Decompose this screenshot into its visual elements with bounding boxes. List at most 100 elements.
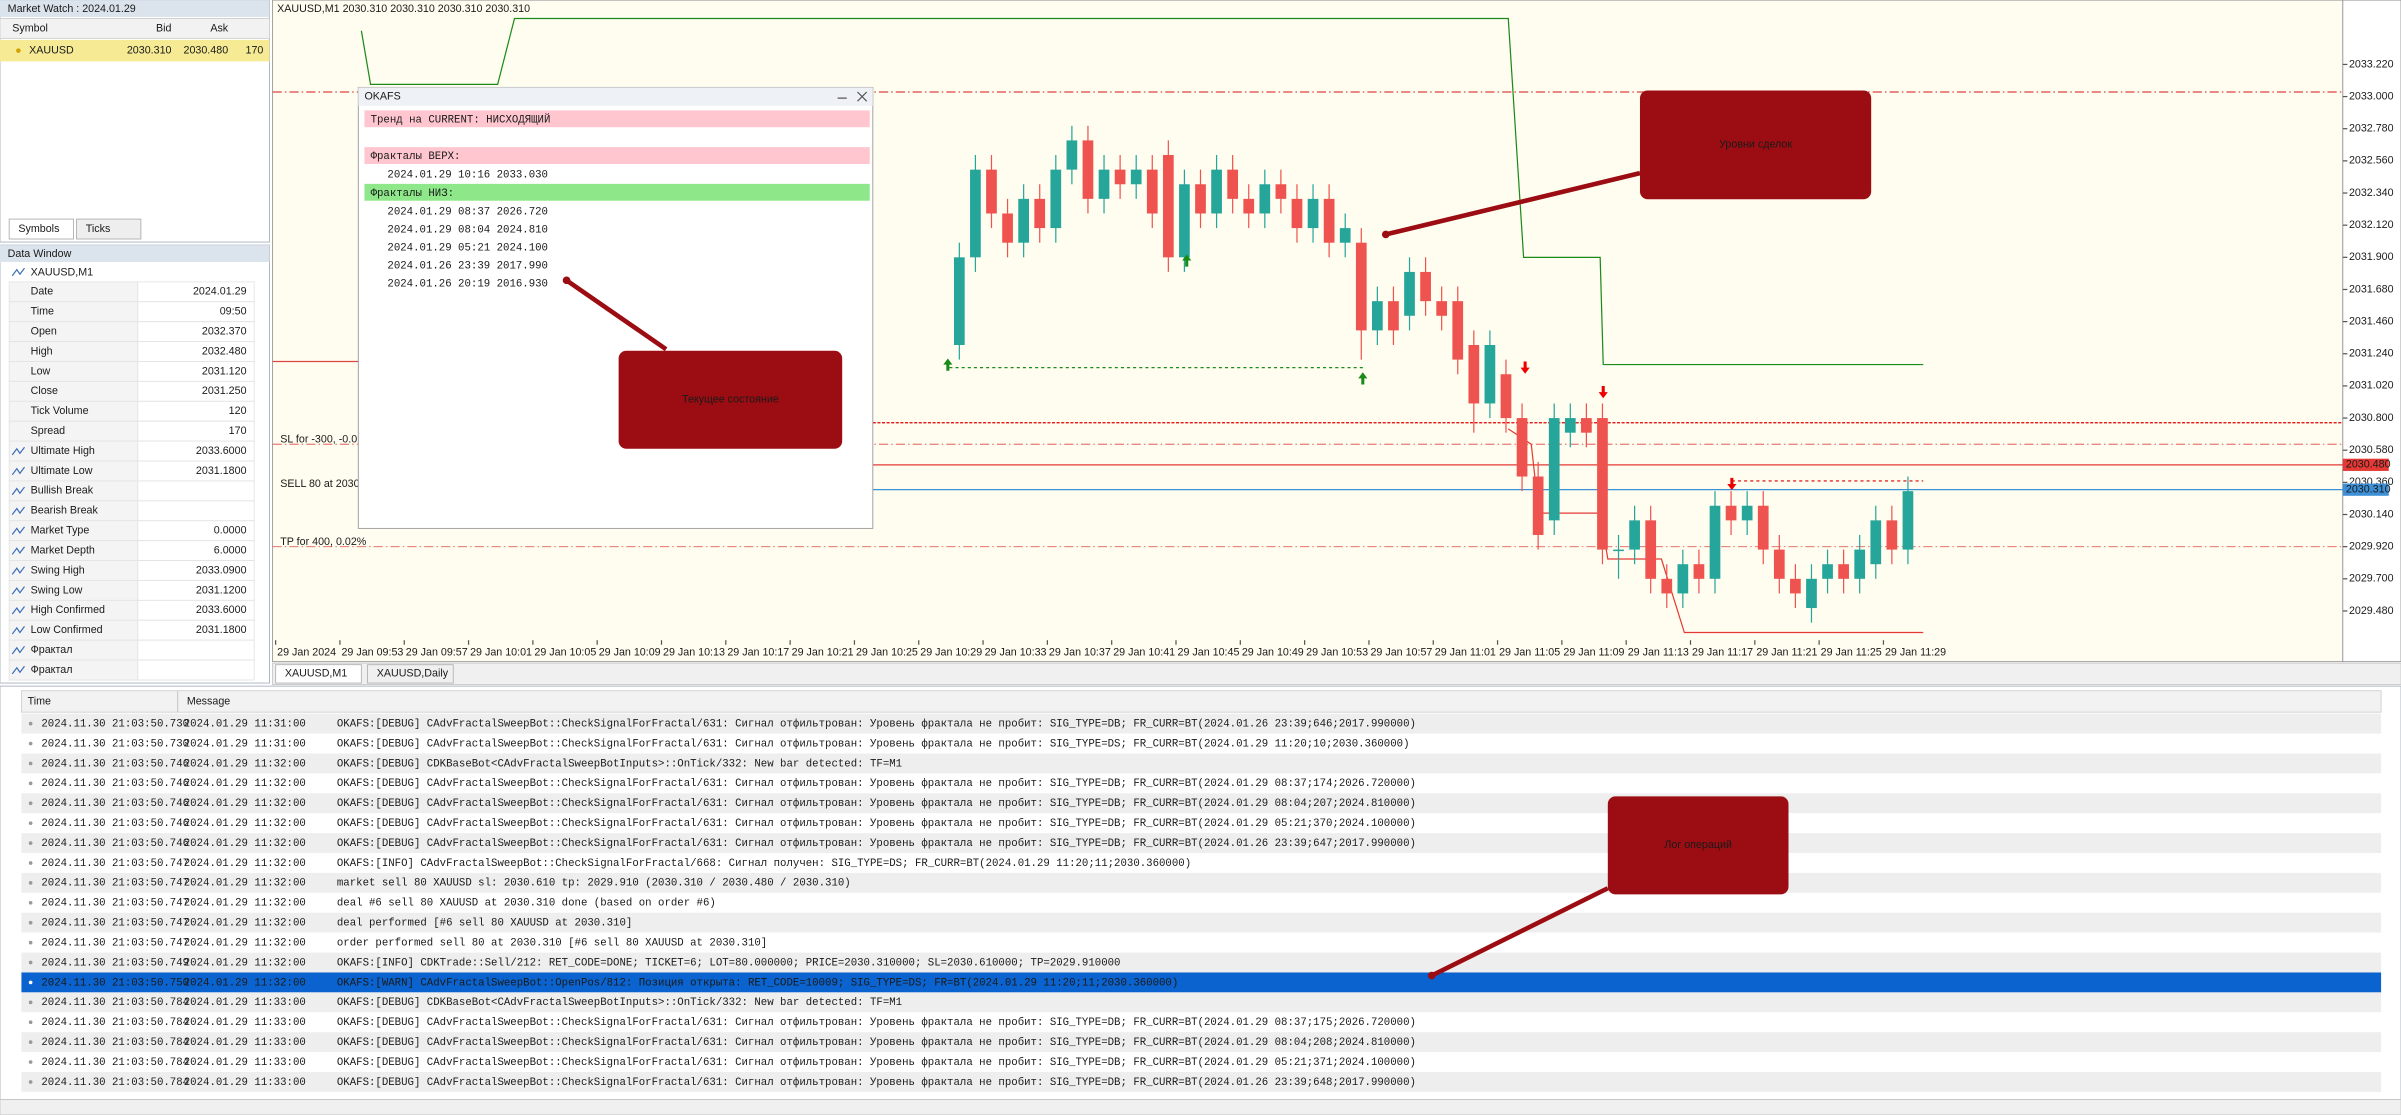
- data-label: Low Confirmed: [31, 624, 103, 636]
- candle-body: [1195, 184, 1206, 214]
- y-tick-label: 2032.560: [2349, 155, 2394, 167]
- status-bar: [0, 1099, 2401, 1115]
- panel-tab[interactable]: [76, 218, 142, 240]
- trend-row: [364, 110, 870, 128]
- log-row[interactable]: [21, 1012, 2382, 1033]
- candle-body: [1162, 155, 1174, 258]
- log-time: 2024.11.30 21:03:50.730: [41, 718, 189, 730]
- data-value-cell: [137, 500, 255, 522]
- log-bar-time: 2024.01.29 11:31:00: [184, 718, 306, 730]
- log-row[interactable]: [21, 753, 2382, 774]
- y-tick-label: 2030.580: [2349, 444, 2394, 456]
- data-label: High: [31, 345, 53, 357]
- candle-body: [1388, 301, 1399, 331]
- candle-body: [1211, 169, 1222, 214]
- log-bar-time: 2024.01.29 11:32:00: [184, 778, 306, 790]
- data-value-cell: [137, 480, 255, 502]
- data-row: [8, 301, 139, 323]
- log-time: 2024.11.30 21:03:50.730: [41, 738, 189, 750]
- x-tick-label: 29 Jan 11:01: [1435, 646, 1496, 658]
- chart-tab[interactable]: [367, 664, 454, 684]
- log-row[interactable]: [21, 853, 2382, 873]
- candle-body: [1822, 564, 1833, 579]
- log-row[interactable]: [21, 912, 2382, 933]
- tab-label: Symbols: [18, 223, 59, 235]
- candle-body: [1790, 578, 1801, 594]
- candle-body: [1838, 564, 1849, 579]
- log-row[interactable]: [21, 813, 2382, 834]
- log-time: 2024.11.30 21:03:50.746: [41, 758, 189, 770]
- callout-arrow: [1385, 170, 1641, 237]
- level-label: TP for 400, 0.02%: [280, 536, 367, 548]
- data-value: 2031.120: [202, 365, 247, 377]
- x-tick-label: 29 Jan 10:17: [727, 646, 789, 658]
- x-tick-label: 29 Jan 10:33: [985, 646, 1047, 658]
- indicator-icon: [11, 665, 25, 675]
- callout-text: Уровни сделок: [1719, 139, 1792, 151]
- log-time: 2024.11.30 21:03:50.746: [41, 798, 189, 810]
- log-time: 2024.11.30 21:03:50.747: [41, 918, 189, 930]
- data-row: [8, 420, 139, 442]
- candle-body: [1339, 228, 1351, 243]
- log-row[interactable]: [21, 713, 2382, 734]
- chart-tab[interactable]: [275, 664, 362, 684]
- fractal-arrow: [1182, 254, 1192, 267]
- panel-tab[interactable]: [8, 218, 74, 240]
- data-label: Time: [31, 306, 54, 318]
- fractal-item: 2024.01.29 08:04 2024.810: [387, 224, 548, 236]
- log-row[interactable]: [21, 1032, 2382, 1053]
- y-tick-label: 2029.480: [2349, 605, 2394, 617]
- log-row[interactable]: [21, 773, 2382, 794]
- log-row[interactable]: [21, 833, 2382, 854]
- candle-body: [1902, 491, 1914, 550]
- candle-body: [1468, 344, 1480, 404]
- log-time: 2024.11.30 21:03:50.747: [41, 898, 189, 910]
- symbol-row[interactable]: [0, 39, 270, 62]
- data-value: 2033.6000: [196, 445, 247, 457]
- log-row[interactable]: [21, 932, 2382, 953]
- data-value: 2033.0900: [196, 564, 247, 576]
- panel-title-bar: [0, 245, 270, 262]
- chart-tab-label: XAUUSD,Daily: [377, 668, 449, 680]
- log-row[interactable]: [21, 892, 2382, 913]
- log-row[interactable]: [21, 793, 2382, 814]
- log-bullet: [28, 721, 33, 726]
- data-row: [8, 361, 139, 382]
- log-bullet: [28, 940, 33, 945]
- callout-text: Лог операций: [1664, 839, 1732, 851]
- callout-box: [1639, 90, 1872, 200]
- y-tick-label: 2031.680: [2349, 283, 2394, 295]
- log-row[interactable]: [21, 992, 2382, 1013]
- candle-body: [1420, 271, 1431, 302]
- log-row[interactable]: [21, 952, 2382, 973]
- indicator-icon: [11, 645, 25, 655]
- candle-body: [1709, 505, 1721, 579]
- log-row[interactable]: [21, 972, 2382, 993]
- candle-body: [1066, 140, 1078, 170]
- log-message: OKAFS:[DEBUG] CAdvFractalSweepBot::Check…: [337, 717, 1416, 730]
- candle-body: [1806, 578, 1817, 609]
- data-label: Tick Volume: [31, 405, 89, 417]
- candle-body: [1130, 169, 1142, 185]
- candle-body: [1018, 198, 1029, 243]
- x-tick-label: 29 Jan 10:41: [1113, 646, 1175, 658]
- fractal-item: 2024.01.26 23:39 2017.990: [387, 260, 548, 272]
- candle-body: [1291, 198, 1303, 229]
- log-row[interactable]: [21, 1052, 2382, 1072]
- symbol-cell: 2030.480: [184, 44, 229, 56]
- candle-body: [1484, 344, 1496, 404]
- x-tick-label: 29 Jan 09:53: [341, 646, 403, 658]
- log-row[interactable]: [21, 1072, 2382, 1092]
- log-row[interactable]: [21, 733, 2382, 754]
- candle-body: [1355, 242, 1367, 331]
- x-tick-label: 29 Jan 10:25: [856, 646, 918, 658]
- log-bar-time: 2024.01.29 11:32:00: [184, 977, 306, 989]
- candle-body: [1114, 169, 1126, 185]
- log-message: OKAFS:[INFO] CDKTrade::Sell/212: RET_COD…: [337, 957, 1121, 969]
- log-bullet: [28, 761, 33, 766]
- log-bullet: [28, 980, 33, 985]
- log-row[interactable]: [21, 872, 2382, 893]
- log-message: deal performed [#6 sell 80 XAUUSD at 203…: [337, 918, 632, 930]
- log-bullet: [28, 741, 33, 746]
